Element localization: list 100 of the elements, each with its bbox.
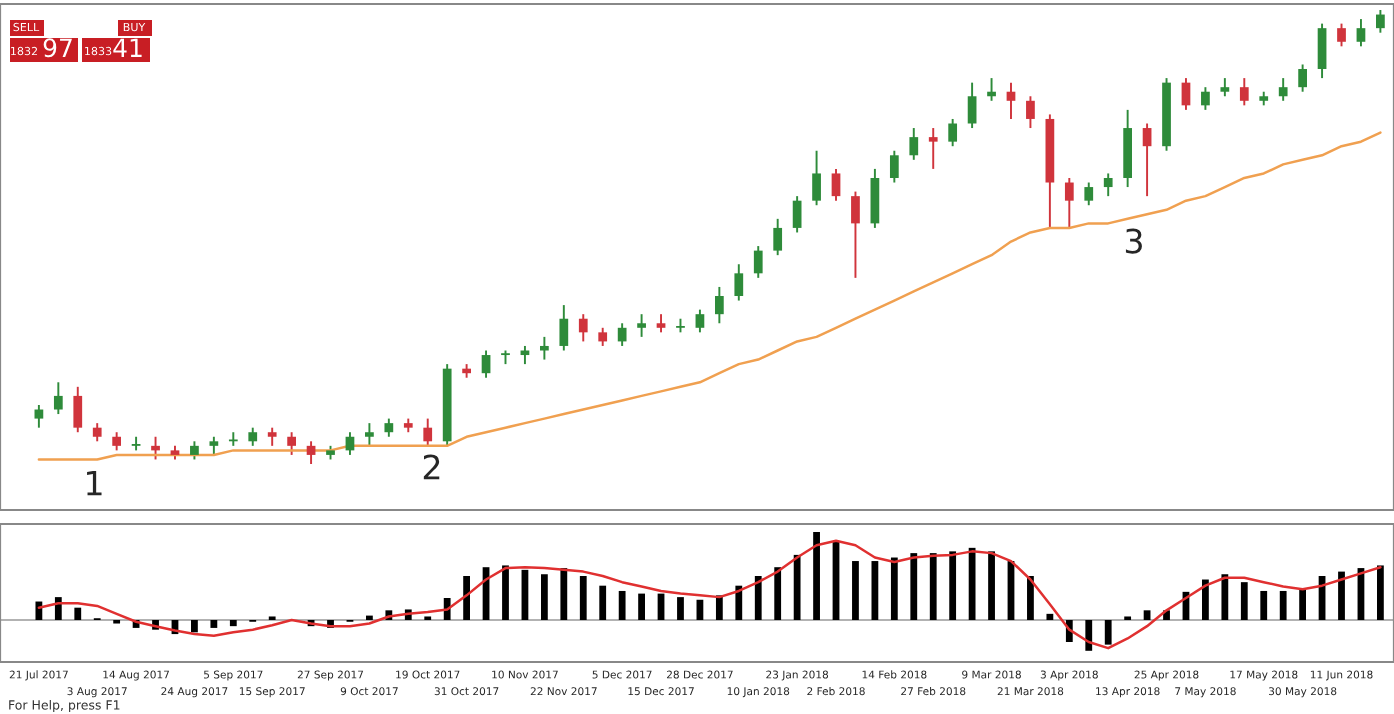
candlestick (987, 77, 996, 102)
candlestick (287, 431, 297, 456)
bar (968, 547, 976, 620)
annotation: 97 (43, 38, 72, 58)
candlestick (734, 263, 744, 302)
candlestick (34, 404, 44, 429)
annotation: 2 (423, 454, 440, 480)
bar (1046, 613, 1054, 620)
candlestick (1103, 172, 1113, 198)
candlestick (112, 431, 122, 452)
bar (1299, 589, 1307, 620)
candlestick (306, 440, 316, 465)
candlestick (851, 190, 860, 279)
bar (929, 553, 937, 620)
bar (560, 568, 568, 620)
candlestick (967, 81, 977, 130)
bar (735, 585, 743, 620)
candlestick (656, 313, 666, 334)
candlestick (53, 381, 63, 416)
candlestick (578, 313, 588, 343)
candlestick (889, 149, 899, 184)
candlestick (812, 149, 821, 207)
candlestick (928, 127, 938, 170)
candlestick (92, 422, 102, 443)
bar (988, 551, 995, 620)
annotation: 41 (113, 38, 142, 57)
candlestick (909, 127, 919, 161)
bar (754, 576, 762, 620)
candlestick (598, 326, 608, 347)
bar (715, 595, 723, 620)
candlestick (365, 422, 374, 447)
bar (949, 551, 957, 620)
candlestick (1026, 95, 1035, 130)
candlestick (559, 304, 569, 352)
candlestick (1201, 86, 1210, 111)
bar (191, 620, 198, 633)
bar (1240, 582, 1248, 620)
bar (910, 553, 918, 620)
candlestick (190, 440, 199, 461)
bar (579, 576, 587, 620)
bar (793, 554, 801, 620)
candlestick (1064, 177, 1074, 229)
candlestick (1356, 18, 1366, 48)
candlestick (267, 426, 277, 447)
bar (1376, 565, 1384, 620)
candlestick (1298, 63, 1307, 93)
candlestick (228, 431, 238, 447)
bar (1143, 610, 1151, 620)
bar (1279, 590, 1287, 620)
candlestick (423, 417, 433, 447)
bar (677, 597, 684, 620)
candlestick (209, 435, 219, 456)
candlestick (831, 167, 841, 202)
candlestick (637, 313, 646, 338)
bar (229, 620, 237, 627)
candlestick (714, 285, 724, 325)
bar (1104, 620, 1112, 645)
candlestick (540, 335, 549, 361)
candlestick (773, 217, 783, 257)
bar (35, 601, 43, 620)
candlestick (1006, 81, 1016, 120)
bar (210, 620, 218, 628)
bar (852, 561, 859, 620)
candlestick (248, 426, 258, 447)
bar (774, 567, 782, 620)
bar (871, 561, 879, 620)
bar (890, 557, 898, 620)
bar (1338, 571, 1345, 620)
candlestick (870, 167, 880, 229)
annotation: 3 (1125, 228, 1142, 254)
candlestick (1278, 77, 1288, 102)
candlestick (948, 117, 958, 148)
bar (618, 590, 626, 620)
candlestick (1239, 77, 1249, 107)
candlestick (617, 322, 627, 347)
bar (813, 532, 820, 620)
candlestick (1337, 22, 1346, 48)
bar (502, 565, 509, 620)
bar (463, 576, 471, 620)
candlestick (1084, 181, 1094, 207)
candlestick (695, 308, 705, 334)
bar (1027, 576, 1034, 620)
bar (1202, 579, 1209, 620)
candlestick (151, 435, 160, 461)
candlestick (1317, 22, 1327, 80)
candlestick (481, 349, 491, 379)
candlestick (753, 245, 763, 279)
bar (1085, 620, 1093, 651)
bar (599, 585, 607, 620)
bar (1260, 590, 1268, 620)
bar (638, 593, 645, 620)
bar (540, 574, 548, 620)
bar (74, 607, 82, 620)
candlestick (73, 385, 83, 434)
candlestick (792, 195, 802, 234)
candlestick (1376, 9, 1385, 34)
candlestick (1220, 77, 1230, 98)
candlestick (384, 417, 394, 438)
text: 1 (87, 470, 102, 496)
candlestick (1142, 122, 1152, 198)
